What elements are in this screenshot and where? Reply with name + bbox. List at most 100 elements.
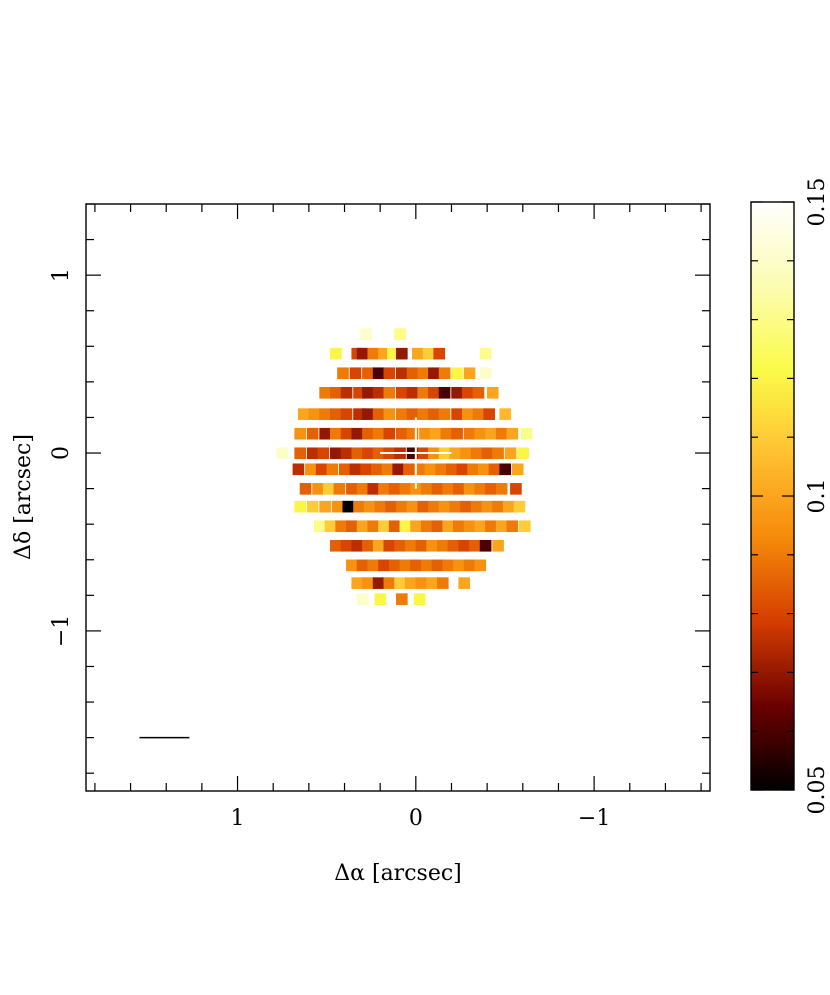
heatmap-cell [437,539,449,552]
heatmap-cell [392,463,405,476]
heatmap-cell [403,463,415,476]
heatmap-cell [410,483,422,495]
heatmap-cell [308,408,321,420]
heatmap-cell [395,408,408,420]
heatmap-cell [479,347,492,360]
heatmap-cell [510,483,522,495]
heatmap-cell [363,500,376,513]
heatmap-cell [417,408,430,420]
heatmap-cell [351,427,364,440]
heatmap-cell [428,367,440,380]
heatmap-cell [294,427,307,440]
heatmap-cell [324,520,337,533]
heatmap-cell [413,593,426,605]
heatmap-cell [349,463,362,476]
heatmap-cell [506,520,519,533]
heatmap-cell [372,577,385,589]
heatmap-cell [467,463,479,476]
heatmap-cell [495,520,508,533]
heatmap-cell [451,367,463,380]
heatmap-cell [292,463,305,476]
heatmap-cell [395,347,408,360]
heatmap-cell [485,427,497,440]
heatmap-cell [351,539,364,552]
heatmap-cell [317,447,330,460]
heatmap-cell [388,483,401,495]
heatmap-cell [442,483,454,495]
heatmap-cell [453,483,465,495]
heatmap-cell [395,593,408,605]
heatmap-cell [447,539,460,552]
heatmap-cell [297,408,310,420]
heatmap-cell [481,447,494,460]
heatmap-cell [353,408,365,420]
heatmap-cell [492,500,504,513]
heatmap-cell [383,427,396,440]
heatmap-cell [520,427,533,440]
center-cross-marker [380,417,452,489]
heatmap-cell [383,408,396,420]
heatmap-cell [330,408,342,420]
heatmap-cell [474,559,487,572]
plot-frame [85,203,711,792]
heatmap-cell [485,483,497,495]
heatmap-cell [372,447,385,460]
heatmap-cell [440,427,453,440]
heatmap-cell [319,408,331,420]
y-tick-label: 1 [49,268,74,282]
heatmap-cell [356,347,369,360]
heatmap-cell [374,500,387,513]
heatmap-cell [351,577,364,589]
heatmap-cell [461,408,474,420]
heatmap-cell [431,559,444,572]
heatmap-cell [451,386,463,399]
heatmap-cell [326,463,339,476]
heatmap-cell [485,520,497,533]
heatmap-cell [472,386,485,399]
heatmap-cell [333,483,346,495]
heatmap-cell [428,500,440,513]
axis-tick-labels: 1 0 −1 1 0 −1 [49,268,610,831]
heatmap-cell [383,367,396,380]
heatmap-cell [492,539,504,552]
heatmap-cell [415,539,428,552]
colorbar-tick-labels: 0.05 0.1 0.15 [805,178,830,815]
heatmap-cell [463,520,476,533]
heatmap-cell [315,463,328,476]
heatmap-cell [340,427,353,440]
heatmap-cell [479,367,492,380]
heatmap-cell [417,386,430,399]
axis-ticks [86,203,710,791]
heatmap-cell [378,483,390,495]
heatmap-cell [504,447,517,460]
heatmap-cell [367,483,380,495]
heatmap-cell [330,427,342,440]
heatmap-cell [395,386,408,399]
heatmap-cell [388,520,401,533]
heatmap-cell [422,347,435,360]
heatmap-cell [426,539,438,552]
heatmap-cell [428,386,440,399]
heatmap-cell [331,500,344,513]
heatmap-cell [306,447,319,460]
heatmap-cell [483,408,495,420]
heatmap-cell [394,328,406,340]
heatmap-cell [460,500,472,513]
heatmap-cell [356,593,369,605]
x-tick-label: 0 [409,806,423,831]
heatmap-cell [294,447,307,460]
heatmap-cell [351,447,364,460]
heatmap-cell [330,539,342,552]
colorbar-tick-label: 0.1 [805,479,830,514]
heatmap-cell [388,559,401,572]
heatmap-cell [451,408,463,420]
heatmap-cell [306,500,319,513]
heatmap-cell [438,500,451,513]
heatmap-cell [356,483,369,495]
heatmap-cell [517,447,529,460]
heatmap-cell [495,427,508,440]
heatmap-cell [449,447,462,460]
heatmap-cell [372,367,385,380]
heatmap-cell [372,408,385,420]
heatmap-cell [362,386,374,399]
